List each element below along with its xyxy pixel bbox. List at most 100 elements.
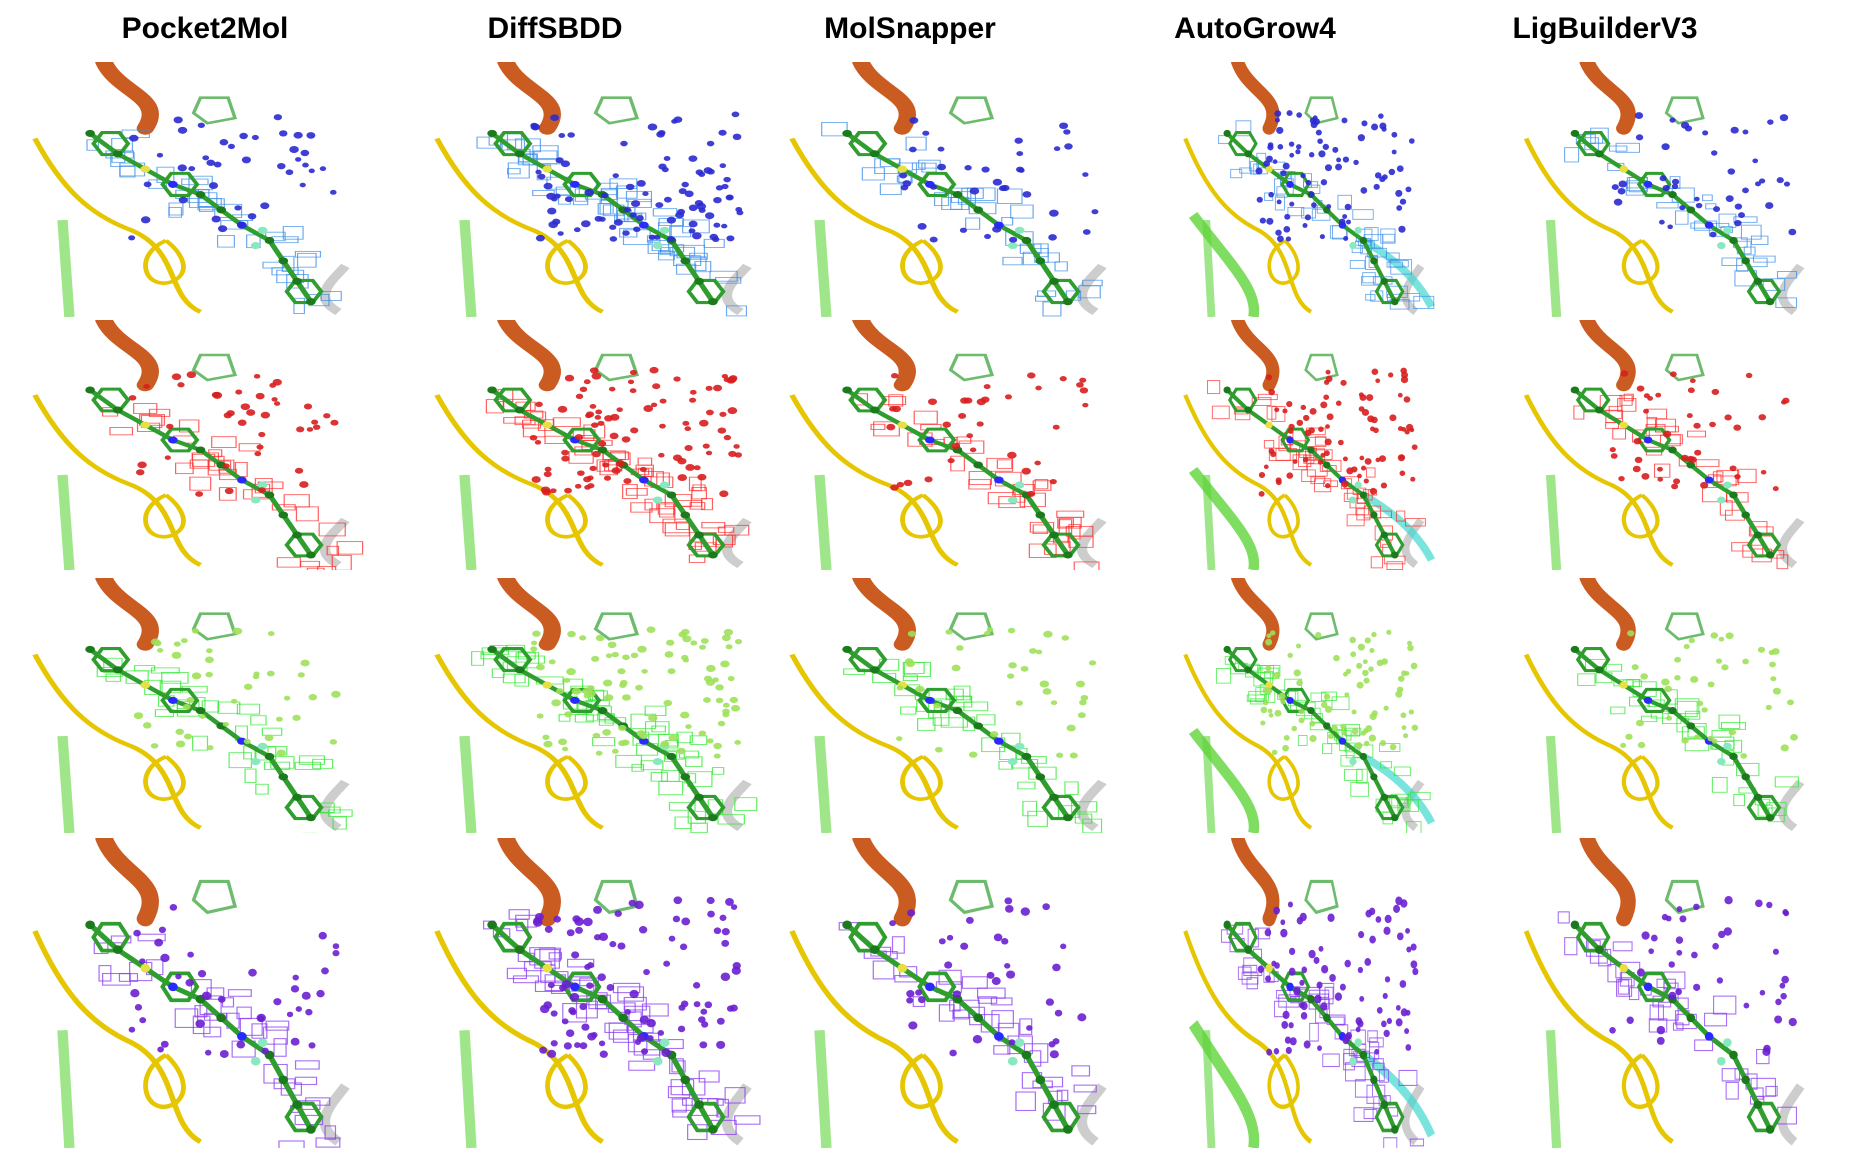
molecule-render [1183, 62, 1436, 317]
molecule-render [1523, 320, 1805, 570]
molecule-render [434, 838, 761, 1148]
generated-atom-dots [1609, 895, 1797, 1056]
ligand-structure [487, 353, 726, 559]
ligand-structure [85, 96, 324, 306]
protein-ribbons [1183, 578, 1436, 833]
density-mesh [96, 657, 353, 833]
panel-row3-molsnapper [785, 578, 1130, 833]
panel-row4-autogrow4 [1180, 838, 1442, 1148]
panel-row4-pocket2mol [28, 838, 373, 1148]
column-title-autogrow4: AutoGrow4 [1174, 12, 1336, 45]
generated-atom-dots [128, 371, 339, 497]
molecule-render [789, 320, 1107, 570]
panel-row3-ligbuilderv3 [1520, 578, 1825, 833]
column-header-row: Pocket2Mol DiffSBDD MolSnapper AutoGrow4… [0, 0, 1852, 62]
generated-atom-dots [529, 366, 743, 498]
molecule-render [1523, 578, 1805, 833]
protein-ribbons [32, 320, 350, 570]
molecule-render [434, 62, 752, 317]
protein-ribbons [789, 578, 1107, 833]
panel-row2-ligbuilderv3 [1520, 320, 1825, 570]
ligand-structure [1223, 879, 1405, 1134]
molecule-render [32, 838, 350, 1148]
protein-ribbons [434, 320, 752, 570]
molecule-render [1183, 578, 1436, 833]
molecule-render [1523, 62, 1805, 317]
molecule-render [1183, 838, 1436, 1148]
column-title-pocket2mol: Pocket2Mol [121, 12, 289, 45]
molecule-render [1183, 320, 1436, 570]
ligand-structure [842, 612, 1081, 822]
ligand-structure [85, 879, 324, 1134]
ligand-structure [1223, 612, 1405, 822]
protein-ribbons [32, 62, 350, 317]
protein-ribbons [1183, 62, 1436, 317]
protein-ribbons [789, 62, 1107, 317]
ligand-structure [1570, 353, 1782, 559]
panel-row3-pocket2mol [28, 578, 373, 833]
generated-atom-dots [1257, 896, 1419, 1056]
panel-row1-diffsbdd [430, 62, 775, 317]
panel-row1-pocket2mol [28, 62, 373, 317]
generated-atom-dots [1609, 370, 1790, 492]
generated-atom-dots [1611, 112, 1797, 238]
ligand-structure [1223, 353, 1405, 559]
panel-row1-autogrow4 [1180, 62, 1442, 317]
panel-row3-autogrow4 [1180, 578, 1442, 833]
generated-atom-dots [886, 372, 1089, 497]
generated-atom-dots [133, 627, 341, 757]
generated-atom-dots [889, 897, 1087, 1059]
ligand-structure [85, 612, 324, 822]
panel-row4-molsnapper [785, 838, 1130, 1148]
protein-ribbons [1183, 320, 1436, 570]
molecule-render [789, 578, 1107, 833]
generated-atom-dots [1620, 630, 1798, 759]
protein-ribbons [1523, 578, 1805, 833]
ligand-structure [842, 879, 1081, 1134]
molecule-render [434, 578, 758, 833]
protein-ribbons [434, 838, 752, 1148]
molecule-render [32, 62, 350, 317]
panel-row2-autogrow4 [1180, 320, 1442, 570]
panel-row2-diffsbdd [430, 320, 775, 570]
generated-atom-dots [532, 896, 741, 1058]
panel-row4-diffsbdd [430, 838, 775, 1148]
protein-ribbons [789, 838, 1107, 1148]
panel-row3-diffsbdd [430, 578, 775, 833]
molecule-render [434, 320, 752, 570]
molecule-render [789, 838, 1107, 1148]
ligand-structure [1570, 612, 1782, 822]
protein-ribbons [32, 578, 350, 833]
panel-row2-pocket2mol [28, 320, 373, 570]
molecule-render [789, 62, 1107, 317]
panel-row1-molsnapper [785, 62, 1130, 317]
column-title-ligbuilderv3: LigBuilderV3 [1512, 12, 1698, 45]
generated-atom-dots [530, 111, 744, 242]
generated-atom-dots [1258, 367, 1418, 497]
generated-atom-dots [128, 114, 337, 241]
column-title-diffsbdd: DiffSBDD [487, 12, 623, 45]
molecule-render [32, 578, 353, 833]
ligand-structure [1570, 96, 1782, 306]
molecule-render [1523, 838, 1805, 1148]
generated-atom-dots [1260, 629, 1419, 756]
protein-ribbons [1183, 838, 1436, 1148]
protein-ribbons [789, 320, 1107, 570]
ligand-structure [1223, 96, 1405, 306]
generated-atom-dots [896, 627, 1097, 759]
generated-atom-dots [1255, 110, 1415, 243]
protein-ribbons [1523, 838, 1805, 1148]
ligand-structure [842, 353, 1081, 559]
ligand-structure [85, 353, 324, 559]
generated-atom-dots [899, 117, 1099, 243]
generated-atom-dots [128, 903, 340, 1058]
panel-row2-molsnapper [785, 320, 1130, 570]
ligand-structure [842, 96, 1081, 306]
protein-ribbons [1523, 320, 1805, 570]
column-title-molsnapper: MolSnapper [824, 12, 996, 45]
molecule-render [32, 320, 364, 570]
protein-ribbons [32, 838, 350, 1148]
panel-row4-ligbuilderv3 [1520, 838, 1825, 1148]
generated-atom-dots [530, 626, 743, 759]
ligand-structure [1570, 879, 1782, 1134]
